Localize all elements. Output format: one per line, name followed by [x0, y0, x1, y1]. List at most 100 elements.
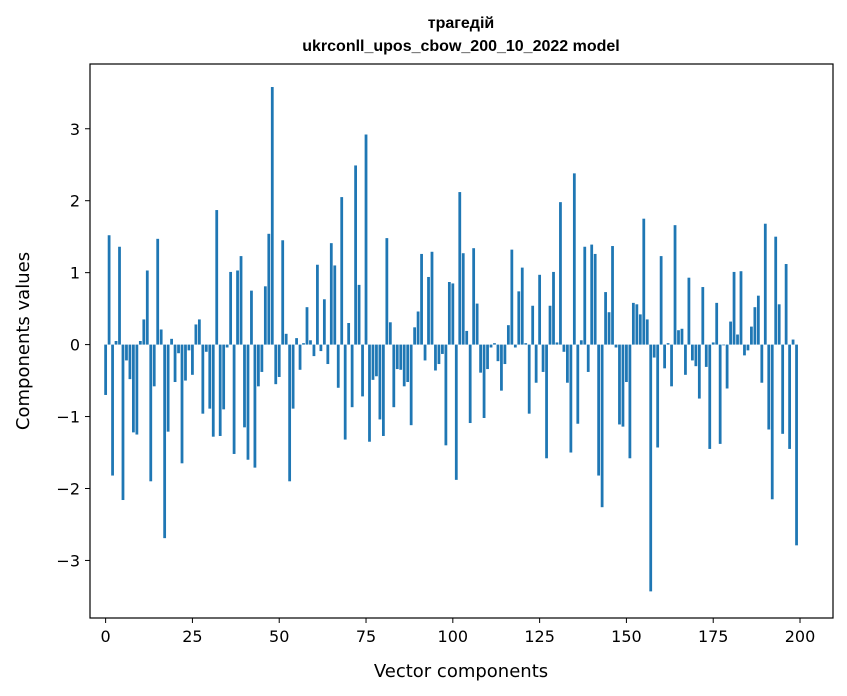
bar-45 — [260, 344, 264, 372]
bar-76 — [368, 344, 371, 442]
chart-title: трагедій — [428, 15, 495, 32]
bar-100 — [451, 283, 455, 345]
bar-51 — [281, 240, 285, 345]
bar-25 — [191, 344, 194, 375]
bar-69 — [343, 344, 347, 440]
bar-33 — [218, 344, 222, 436]
bar-71 — [350, 344, 354, 408]
bar-188 — [756, 295, 760, 345]
y-tick-label: −3 — [56, 551, 80, 570]
x-tick-label: 150 — [611, 627, 642, 646]
bar-43 — [253, 344, 257, 468]
bar-156 — [645, 319, 649, 345]
bar-110 — [486, 344, 489, 370]
bar-116 — [506, 325, 510, 345]
bar-26 — [194, 324, 198, 345]
bar-99 — [447, 282, 451, 345]
bar-137 — [579, 340, 583, 345]
bar-49 — [274, 344, 278, 385]
bar-80 — [381, 344, 385, 436]
bar-171 — [697, 344, 701, 399]
bar-162 — [666, 343, 670, 345]
bar-59 — [309, 340, 312, 345]
bar-136 — [576, 344, 580, 424]
bar-41 — [246, 344, 250, 460]
bar-52 — [284, 333, 288, 345]
bar-150 — [625, 344, 628, 383]
bar-120 — [520, 267, 524, 345]
bar-6 — [125, 344, 128, 361]
bar-108 — [479, 344, 482, 373]
bar-4 — [118, 246, 121, 345]
bar-92 — [423, 344, 427, 361]
bar-102 — [458, 192, 462, 345]
bar-192 — [770, 344, 774, 500]
bar-53 — [288, 344, 292, 482]
bar-17 — [163, 344, 167, 539]
bar-64 — [326, 344, 330, 365]
bar-187 — [753, 307, 757, 345]
bar-163 — [670, 344, 673, 387]
bar-75 — [364, 134, 368, 345]
bar-199 — [795, 344, 798, 546]
y-tick-label: −1 — [56, 408, 80, 427]
bar-131 — [559, 202, 562, 345]
bar-95 — [434, 344, 437, 371]
bar-172 — [701, 287, 705, 345]
bar-125 — [538, 274, 542, 345]
bar-28 — [201, 344, 205, 414]
bar-74 — [361, 344, 364, 397]
bar-174 — [708, 344, 712, 449]
bar-141 — [593, 253, 597, 345]
bar-140 — [590, 244, 594, 345]
bar-124 — [534, 344, 538, 383]
bar-44 — [257, 344, 260, 387]
bar-70 — [347, 323, 351, 345]
bar-194 — [777, 304, 781, 345]
bar-36 — [229, 271, 233, 345]
bar-8 — [132, 344, 135, 433]
bar-97 — [441, 344, 444, 354]
bar-181 — [732, 271, 736, 345]
bar-196 — [784, 264, 788, 345]
bar-15 — [156, 238, 160, 345]
bar-126 — [541, 344, 545, 372]
bar-118 — [513, 344, 517, 348]
bar-138 — [583, 246, 587, 345]
bar-157 — [649, 344, 653, 592]
x-tick-label: 75 — [356, 627, 376, 646]
bar-154 — [638, 314, 642, 345]
bar-101 — [454, 344, 458, 480]
bar-77 — [371, 344, 375, 380]
bar-91 — [420, 253, 423, 345]
bar-20 — [173, 344, 177, 383]
bar-84 — [395, 344, 399, 370]
bar-63 — [322, 299, 326, 345]
bar-147 — [614, 344, 618, 348]
bar-61 — [316, 264, 319, 345]
bar-46 — [263, 286, 267, 345]
bar-123 — [531, 305, 535, 345]
bar-164 — [673, 225, 677, 345]
bar-176 — [715, 302, 719, 345]
bar-12 — [145, 270, 149, 345]
bar-166 — [680, 328, 684, 345]
x-axis-label: Vector components — [374, 661, 548, 682]
bar-173 — [704, 344, 708, 367]
x-tick-label: 200 — [785, 627, 816, 646]
bar-67 — [336, 344, 340, 388]
bar-55 — [295, 338, 298, 345]
bar-180 — [729, 321, 732, 345]
y-tick-label: 3 — [70, 120, 80, 139]
bar-50 — [277, 344, 281, 377]
bar-21 — [177, 344, 180, 354]
bar-18 — [166, 344, 170, 432]
bar-58 — [305, 307, 309, 345]
bar-83 — [392, 344, 396, 408]
bar-42 — [250, 290, 253, 345]
bar-142 — [597, 344, 601, 476]
bar-29 — [204, 344, 208, 352]
bar-65 — [329, 243, 333, 345]
bar-1 — [107, 235, 111, 345]
chart-subtitle: ukrconll_upos_cbow_200_10_2022 model — [302, 38, 619, 55]
